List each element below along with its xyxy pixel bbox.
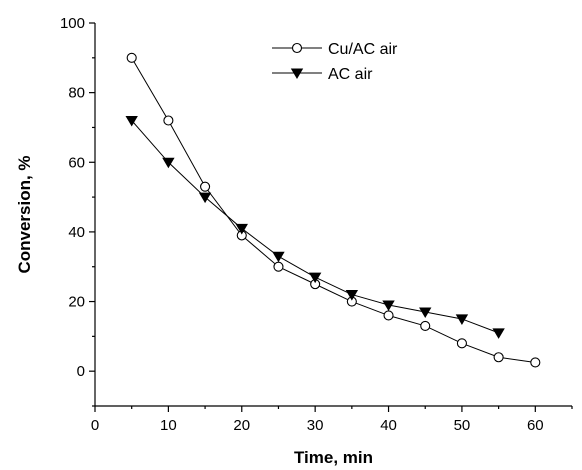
data-point <box>493 352 504 363</box>
legend-marker <box>291 42 303 54</box>
legend-marker <box>290 68 304 80</box>
data-point <box>456 338 467 349</box>
y-tick-label: 0 <box>77 363 85 380</box>
x-tick-label: 10 <box>160 417 177 434</box>
y-tick-label: 80 <box>68 85 85 102</box>
x-tick-label: 40 <box>380 417 397 434</box>
legend-label: AC air <box>328 66 373 83</box>
y-tick-label: 40 <box>68 224 85 241</box>
data-point <box>308 272 322 284</box>
data-point <box>382 300 395 312</box>
data-point <box>455 314 469 325</box>
data-point <box>530 357 541 368</box>
series-line <box>131 120 499 334</box>
series-cu-ac-air <box>126 52 541 368</box>
axes: 0 10 20 30 40 50 60 0 20 40 60 80 100 <box>60 15 573 434</box>
data-point <box>420 320 431 331</box>
series-layer <box>125 52 541 368</box>
data-point <box>492 328 505 339</box>
data-point <box>198 192 212 204</box>
data-point <box>200 181 211 192</box>
data-point <box>126 52 137 63</box>
data-point <box>162 157 175 169</box>
data-point <box>419 307 432 319</box>
x-tick-label: 20 <box>233 417 250 434</box>
data-point <box>163 115 174 126</box>
x-axis-label: Time, min <box>294 448 373 467</box>
data-point <box>125 115 138 127</box>
x-tick-label: 50 <box>454 417 471 434</box>
y-tick-label: 20 <box>68 294 85 311</box>
series-line <box>131 57 536 363</box>
data-point <box>235 223 248 235</box>
series-ac-air <box>125 115 505 339</box>
data-point <box>383 310 394 321</box>
x-tick-label: 30 <box>307 417 324 434</box>
legend: Cu/AC air AC air <box>272 41 398 83</box>
legend-label: Cu/AC air <box>328 41 398 58</box>
x-tick-label: 0 <box>91 417 99 434</box>
x-tick-label: 60 <box>527 417 544 434</box>
y-axis-label: Conversion, % <box>15 155 34 273</box>
y-tick-label: 60 <box>68 154 85 171</box>
y-tick-label: 100 <box>60 15 85 32</box>
data-point <box>273 261 284 272</box>
data-point <box>272 251 285 263</box>
data-point <box>345 290 359 301</box>
